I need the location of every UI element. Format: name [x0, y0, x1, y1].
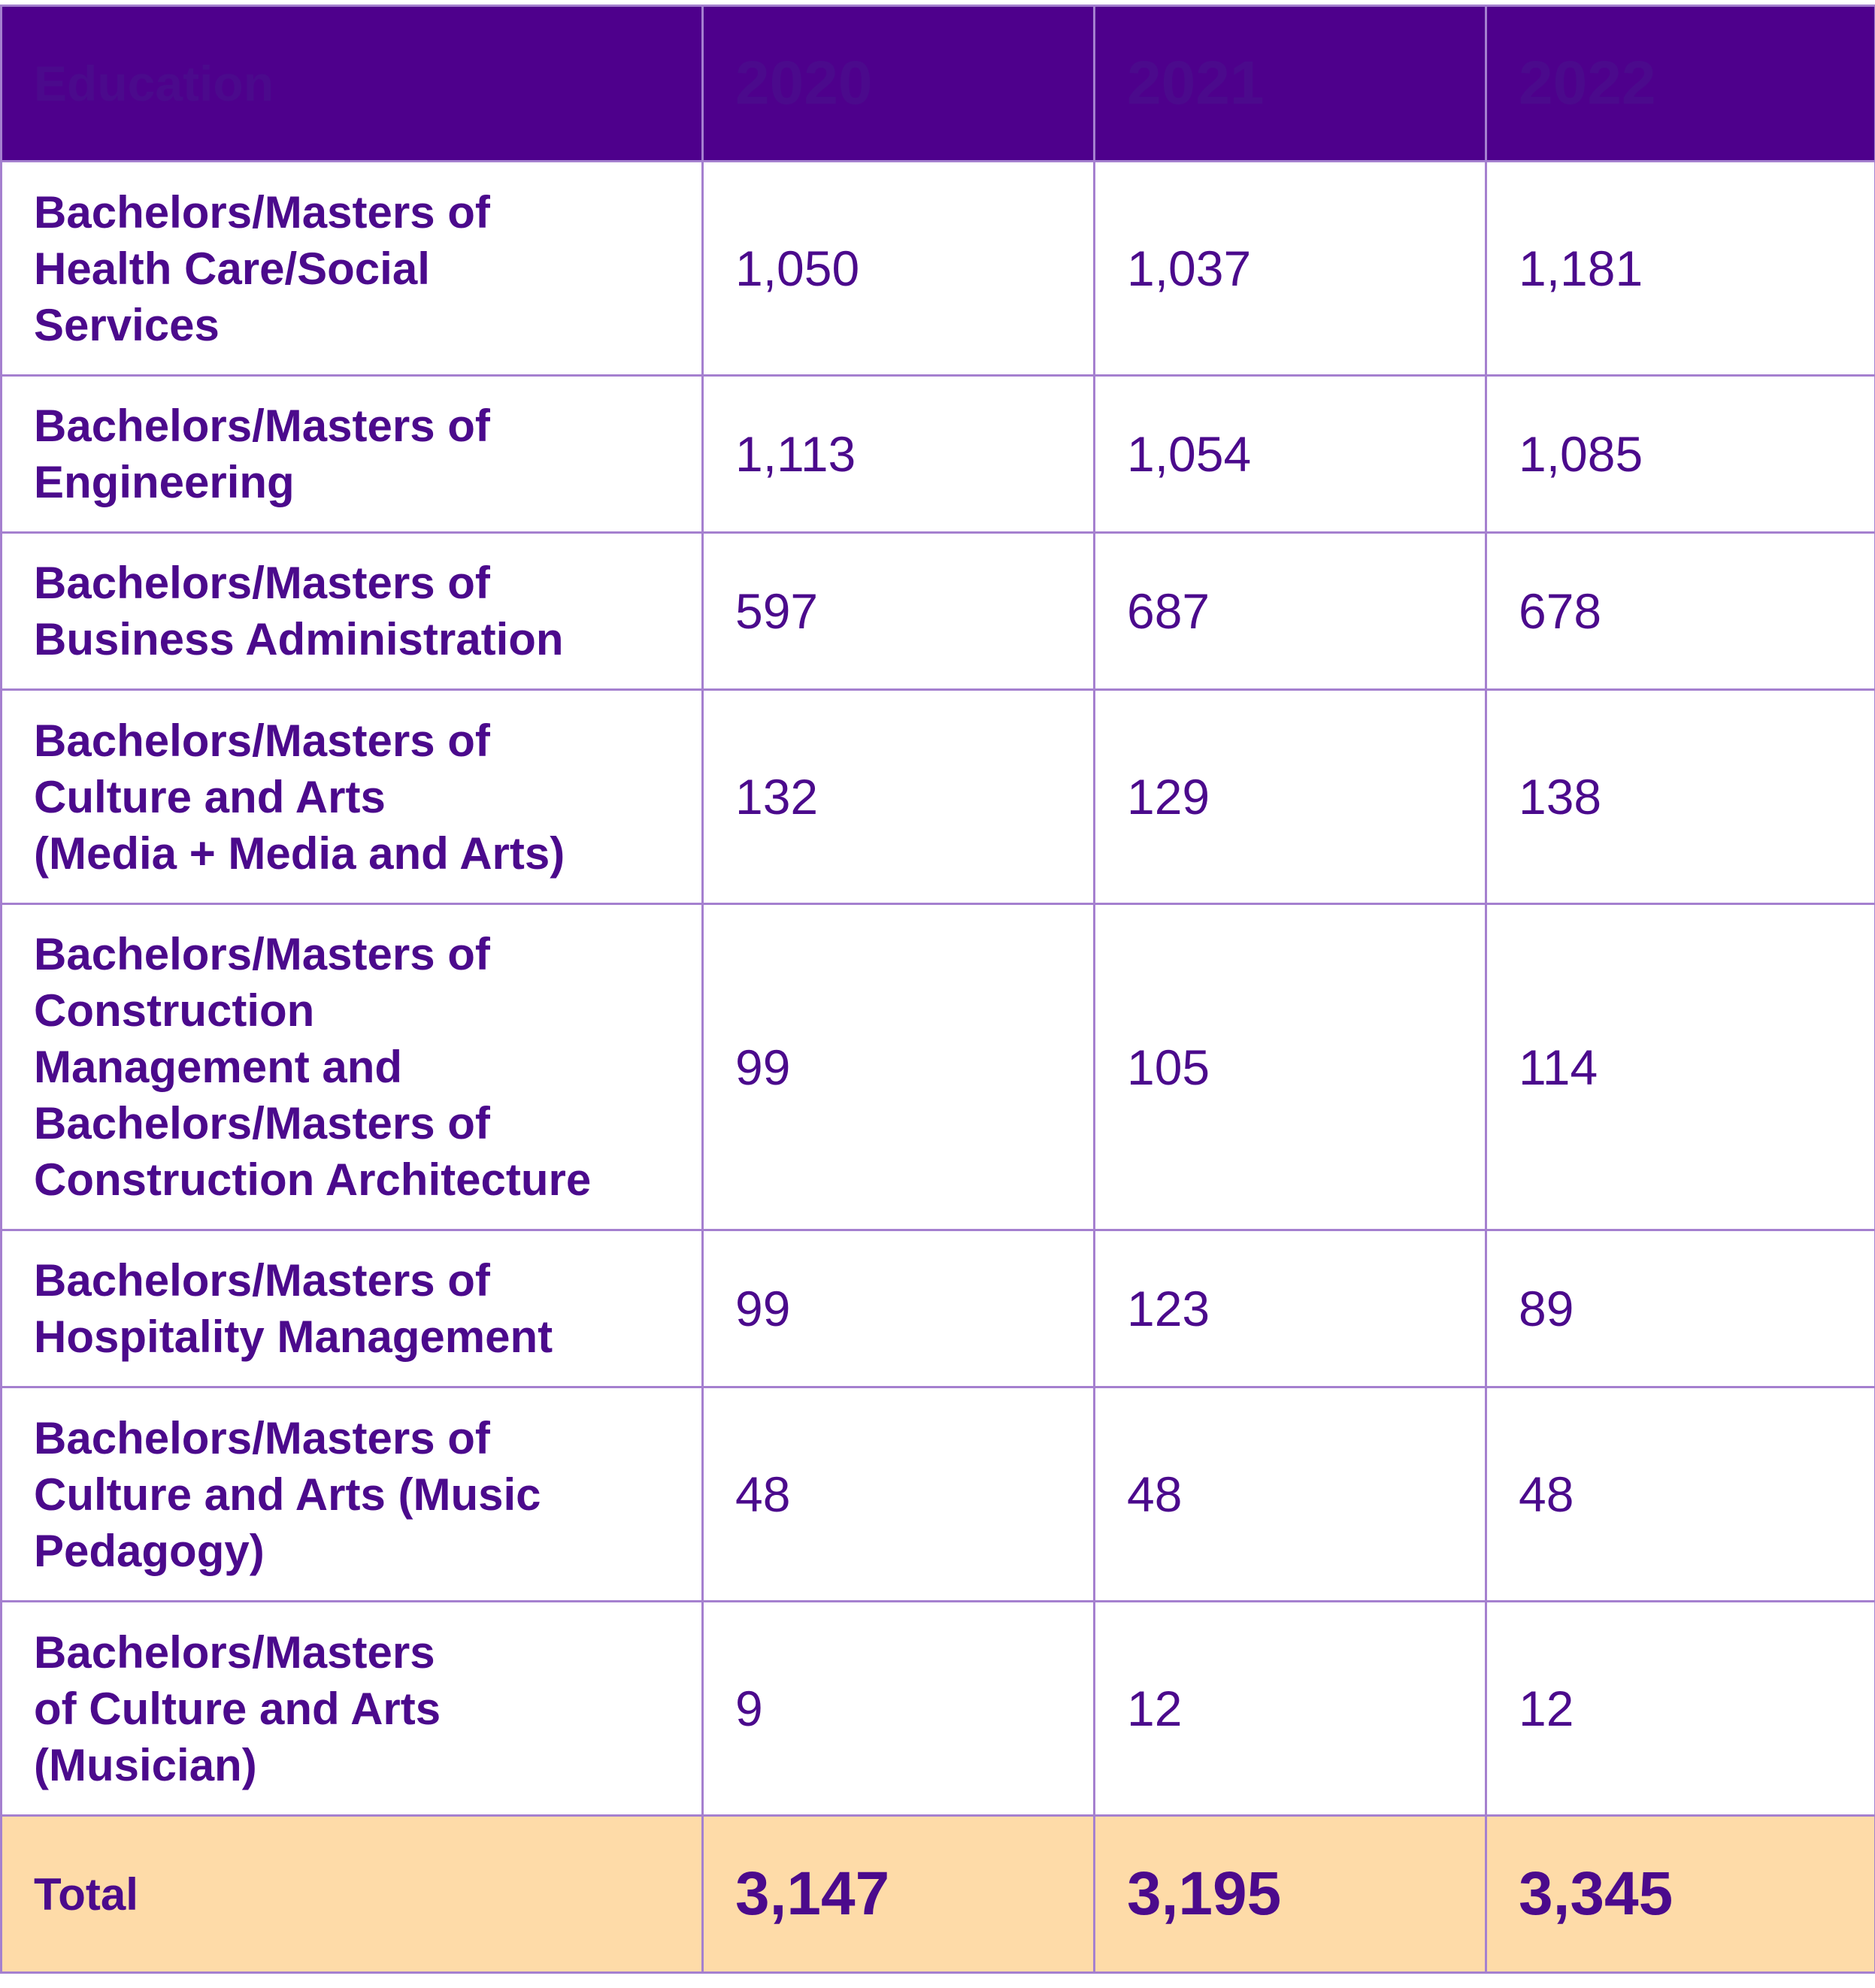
- cell-2020: 1,050: [701, 160, 1095, 377]
- total-2021: 3,195: [1093, 1814, 1487, 1974]
- cell-2022: 114: [1485, 903, 1875, 1231]
- row-label-line: Pedagogy): [34, 1525, 265, 1576]
- table-row: Bachelors/Masters of Culture and Arts (M…: [0, 1600, 1875, 1817]
- row-label-line: Health Care/Social: [34, 243, 430, 294]
- row-label-line: Management and: [34, 1042, 403, 1092]
- total-label: Total: [0, 1814, 704, 1974]
- cell-2020: 99: [701, 1229, 1095, 1388]
- cell-2020: 597: [701, 531, 1095, 691]
- cell-2021: 12: [1093, 1600, 1487, 1817]
- cell-2022: 48: [1485, 1386, 1875, 1602]
- row-label-line: Bachelors/Masters of: [34, 401, 490, 451]
- header-row: Education 2020 2021 2022: [0, 5, 1875, 162]
- cell-2022: 1,181: [1485, 160, 1875, 377]
- total-2020: 3,147: [701, 1814, 1095, 1974]
- row-label-business-administration: Bachelors/Masters of Business Administra…: [0, 531, 704, 691]
- row-label-line: Bachelors/Masters of: [34, 558, 490, 608]
- row-label-line: Bachelors/Masters of: [34, 1412, 490, 1463]
- cell-2020: 48: [701, 1386, 1095, 1602]
- table-row: Bachelors/Masters of Business Administra…: [0, 531, 1875, 691]
- table-row: Bachelors/Masters of Hospitality Managem…: [0, 1229, 1875, 1388]
- row-label-line: Hospitality Management: [34, 1312, 553, 1362]
- cell-2021: 129: [1093, 688, 1487, 905]
- cell-2021: 123: [1093, 1229, 1487, 1388]
- row-label-line: Business Administration: [34, 614, 564, 664]
- row-label-line: of Culture and Arts: [34, 1683, 441, 1734]
- cell-2020: 99: [701, 903, 1095, 1231]
- column-header-education: Education: [0, 5, 704, 162]
- cell-2022: 678: [1485, 531, 1875, 691]
- cell-2022: 1,085: [1485, 374, 1875, 534]
- cell-2021: 1,037: [1093, 160, 1487, 377]
- row-label-line: Construction: [34, 985, 315, 1036]
- education-table: Education 2020 2021 2022 Bachelors/Maste…: [0, 5, 1875, 1974]
- row-label-health-care: Bachelors/Masters of Health Care/Social …: [0, 160, 704, 377]
- cell-2021: 1,054: [1093, 374, 1487, 534]
- row-label-music-pedagogy: Bachelors/Masters of Culture and Arts (M…: [0, 1386, 704, 1602]
- total-row: Total 3,147 3,195 3,345: [0, 1814, 1875, 1974]
- table-row: Bachelors/Masters of Culture and Arts (M…: [0, 688, 1875, 905]
- row-label-line: Bachelors/Masters: [34, 1626, 435, 1678]
- row-label-line: Bachelors/Masters of: [34, 1098, 490, 1148]
- row-label-line: Culture and Arts: [34, 771, 386, 822]
- cell-2022: 12: [1485, 1600, 1875, 1817]
- table-row: Bachelors/Masters of Culture and Arts (M…: [0, 1386, 1875, 1602]
- column-header-2020: 2020: [701, 5, 1095, 162]
- row-label-musician: Bachelors/Masters of Culture and Arts (M…: [0, 1600, 704, 1817]
- row-label-line: Culture and Arts (Music: [34, 1469, 541, 1520]
- cell-2021: 105: [1093, 903, 1487, 1231]
- row-label-line: (Musician): [34, 1739, 257, 1790]
- column-header-2022: 2022: [1485, 5, 1875, 162]
- row-label-line: Bachelors/Masters of: [34, 929, 490, 979]
- row-label-line: Bachelors/Masters of: [34, 186, 490, 238]
- cell-2021: 687: [1093, 531, 1487, 691]
- table-row: Bachelors/Masters of Engineering 1,113 1…: [0, 374, 1875, 534]
- row-label-line: Bachelors/Masters of: [34, 715, 490, 766]
- cell-2020: 1,113: [701, 374, 1095, 534]
- row-label-culture-media: Bachelors/Masters of Culture and Arts (M…: [0, 688, 704, 905]
- row-label-line: (Media + Media and Arts): [34, 828, 565, 879]
- cell-2022: 138: [1485, 688, 1875, 905]
- column-header-2021: 2021: [1093, 5, 1487, 162]
- row-label-construction: Bachelors/Masters of Construction Manage…: [0, 903, 704, 1231]
- total-2022: 3,345: [1485, 1814, 1875, 1974]
- row-label-hospitality: Bachelors/Masters of Hospitality Managem…: [0, 1229, 704, 1388]
- cell-2020: 9: [701, 1600, 1095, 1817]
- row-label-line: Bachelors/Masters of: [34, 1255, 490, 1306]
- row-label-line: Construction Architecture: [34, 1154, 592, 1205]
- table-row: Bachelors/Masters of Health Care/Social …: [0, 160, 1875, 377]
- row-label-line: Services: [34, 299, 220, 350]
- cell-2020: 132: [701, 688, 1095, 905]
- row-label-engineering: Bachelors/Masters of Engineering: [0, 374, 704, 534]
- cell-2021: 48: [1093, 1386, 1487, 1602]
- row-label-line: Engineering: [34, 457, 295, 507]
- table-row: Bachelors/Masters of Construction Manage…: [0, 903, 1875, 1231]
- cell-2022: 89: [1485, 1229, 1875, 1388]
